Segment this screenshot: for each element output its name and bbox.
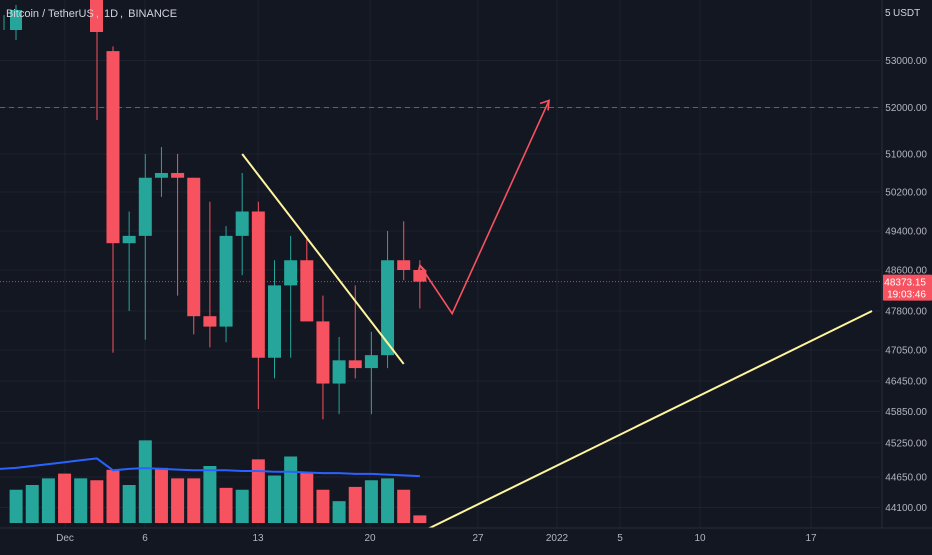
candle-body[interactable] [397,260,411,270]
symbol-name: Bitcoin / TetherUS [6,8,94,20]
time-tick-label: 10 [694,533,706,544]
volume-bar [171,478,185,523]
candle-body [10,10,22,30]
volume-bar [316,489,330,523]
volume-bar [187,478,201,523]
time-tick-label: 5 [617,533,623,544]
candle-body[interactable] [284,260,298,286]
volume-bar [90,480,104,523]
price-tick-label: 50200.00 [885,188,927,199]
volume-bar [154,467,168,523]
volume-bar [268,475,281,523]
volume-bar [219,487,233,523]
candle-body[interactable] [364,355,378,369]
volume-ma-line [0,457,420,478]
candle-body[interactable] [235,211,249,236]
candle-body[interactable] [138,177,152,236]
price-tick-label: 48600.00 [885,266,927,277]
time-tick-label: 2022 [546,533,569,544]
price-axis[interactable] [882,0,932,528]
countdown-label: 19:03:46 [887,290,926,301]
price-tick-label: 49400.00 [885,227,927,238]
volume-bar [348,486,362,523]
volume-bar [41,478,55,523]
last-price-label-bg [883,274,932,301]
price-tick-label: 51000.00 [885,150,927,161]
volume-bar [203,466,217,523]
volume-bar [58,473,72,523]
symbol-interval: 1D [103,8,119,20]
trendline[interactable] [241,153,405,365]
candle-body[interactable] [154,173,168,178]
volume-bar [106,469,120,523]
trendline[interactable] [403,310,873,542]
volume-bar [122,485,136,523]
volume-bar [25,485,39,523]
price-tick-label: 47800.00 [885,307,927,318]
candle-body[interactable] [381,260,395,356]
volume-bar [364,480,378,523]
price-tick-label: 45250.00 [885,439,927,450]
price-tick-label: 44650.00 [885,473,927,484]
candle-body[interactable] [106,51,120,244]
symbol-exchange: BINANCE [128,8,178,20]
currency-selector[interactable]: USDT [893,8,921,19]
projection-arrowhead [539,99,550,111]
candle-body[interactable] [348,360,362,369]
time-tick-label: 6 [142,533,148,544]
volume-bar [138,440,152,523]
candle-body[interactable] [219,235,233,327]
volume-bar [251,459,265,523]
last-price-label: 48373.15 [884,278,926,289]
volume-bar [284,456,298,523]
time-axis[interactable] [0,528,932,550]
candle-body[interactable] [203,316,217,327]
time-tick-label: 13 [252,533,264,544]
candle-body[interactable] [300,260,314,322]
time-tick-label: 27 [472,533,484,544]
projection-path[interactable] [419,100,550,316]
volume-bar [413,515,427,523]
volume-bar [74,478,88,523]
candle-body[interactable] [268,285,281,358]
price-tick-label: 45850.00 [885,407,927,418]
candle-body[interactable] [332,360,346,384]
price-tick-label: 46450.00 [885,377,927,388]
candle-body[interactable] [171,173,185,178]
volume-bar [381,478,395,523]
time-tick-label: Dec [56,533,74,544]
candle-body [90,0,103,32]
price-axis-partial-label: 5 [885,8,891,19]
volume-bar [300,472,314,523]
price-tick-label: 44100.00 [885,503,927,514]
price-tick-label: 52000.00 [885,103,927,114]
symbol-title: Bitcoin / TetherUS, 1D, BINANCE [6,8,178,20]
time-tick-label: 17 [805,533,817,544]
candle-body[interactable] [251,211,265,358]
candle-body[interactable] [413,270,427,282]
volume-bar [9,489,23,523]
volume-bar [397,489,411,523]
candle-body[interactable] [187,177,201,317]
volume-bar [235,489,249,523]
time-tick-label: 20 [364,533,376,544]
candle-body[interactable] [122,235,136,244]
projection-start-arrow [417,263,427,274]
price-tick-label: 47050.00 [885,346,927,357]
price-tick-label: 53000.00 [885,56,927,67]
volume-bar [332,501,346,523]
candle-body[interactable] [316,321,330,384]
